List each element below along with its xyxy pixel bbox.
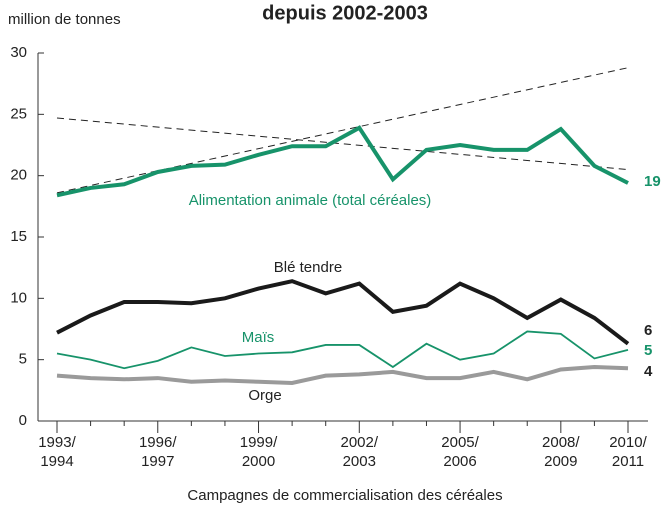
x-tick-label: 2008/ 2009 bbox=[542, 434, 580, 470]
trend-line bbox=[56, 67, 629, 194]
y-tick-label: 30 bbox=[10, 44, 27, 61]
series-label: Alimentation animale (total céréales) bbox=[189, 192, 432, 209]
y-tick-label: 20 bbox=[10, 167, 27, 184]
series-line bbox=[56, 279, 630, 346]
x-tick-label: 1993/ 1994 bbox=[38, 434, 76, 470]
end-label: 5 bbox=[644, 342, 652, 359]
series-line bbox=[56, 330, 629, 370]
y-tick-label: 0 bbox=[19, 412, 27, 429]
x-tick-label: 1999/ 2000 bbox=[239, 434, 278, 470]
series-label: Maïs bbox=[242, 329, 275, 346]
x-axis-label: Campagnes de commercialisation des céréa… bbox=[187, 487, 502, 504]
x-tick-label: 2005/ 2006 bbox=[441, 434, 479, 470]
series-label: Orge bbox=[248, 387, 281, 404]
x-tick-label: 1996/ 1997 bbox=[138, 434, 177, 470]
series-line bbox=[56, 365, 629, 385]
y-tick-label: 5 bbox=[19, 351, 27, 368]
y-tick-label: 10 bbox=[10, 289, 27, 306]
trend-line bbox=[56, 117, 629, 171]
x-tick-label: 2010/ 2011 bbox=[609, 434, 647, 470]
y-tick-label: 25 bbox=[10, 105, 27, 122]
chart-title: depuis 2002-2003 bbox=[262, 2, 428, 24]
x-tick-label: 2002/ 2003 bbox=[340, 434, 379, 470]
y-axis-label: million de tonnes bbox=[8, 11, 121, 28]
end-label: 4 bbox=[644, 363, 653, 380]
series-line bbox=[56, 125, 629, 198]
series-label: Blé tendre bbox=[274, 259, 342, 276]
end-label: 6 bbox=[644, 322, 652, 339]
y-tick-label: 15 bbox=[10, 228, 27, 245]
end-label: 19 bbox=[644, 173, 661, 190]
